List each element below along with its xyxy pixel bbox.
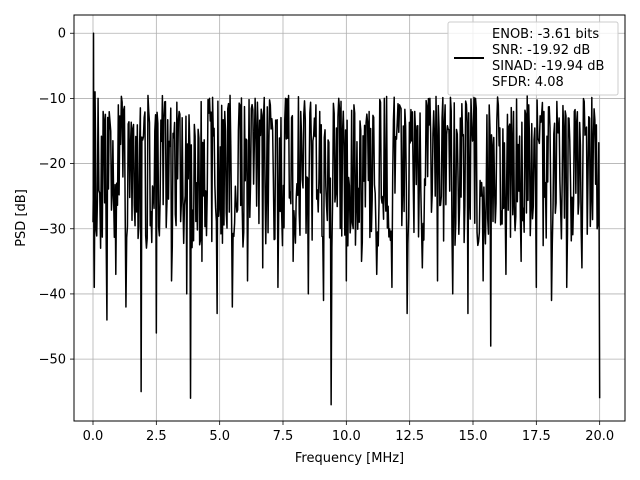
legend-box (447, 21, 619, 96)
legend-sinad: SINAD: -19.94 dB (492, 59, 604, 74)
legend: ENOB: -3.61 bits SNR: -19.92 dB SINAD: -… (447, 21, 619, 96)
axes-frame (73, 14, 626, 422)
legend-enob: ENOB: -3.61 bits (492, 27, 599, 42)
x-tick-label: 20.0 (585, 429, 614, 444)
y-tick-label: −20 (39, 157, 66, 172)
y-tick-label: −10 (39, 92, 66, 107)
x-tick-label: 10.0 (332, 429, 361, 444)
x-tick-label: 2.5 (146, 429, 167, 444)
y-tick-label: −30 (39, 222, 66, 237)
y-axis-label: PSD [dB] (14, 189, 29, 247)
series-line-psd (92, 32, 601, 406)
y-tick-label: −40 (39, 287, 66, 302)
x-tick-label: 17.5 (522, 429, 551, 444)
plot-area (92, 32, 601, 406)
x-tick-label: 15.0 (459, 429, 488, 444)
x-tick-label: 5.0 (209, 429, 230, 444)
x-tick-label: 12.5 (395, 429, 424, 444)
y-tick-label: 0 (58, 27, 66, 42)
y-tick-label: −50 (39, 353, 66, 368)
legend-sfdr: SFDR: 4.08 (492, 75, 564, 90)
x-tick-label: 7.5 (273, 429, 294, 444)
y-ticks: 0 −10 −20 −30 −40 −50 (39, 27, 74, 368)
x-ticks: 0.0 2.5 5.0 7.5 10.0 12.5 15.0 17.5 20.0 (83, 421, 614, 444)
x-axis-label: Frequency [MHz] (295, 451, 404, 466)
legend-snr: SNR: -19.92 dB (492, 43, 590, 58)
x-tick-label: 0.0 (83, 429, 104, 444)
